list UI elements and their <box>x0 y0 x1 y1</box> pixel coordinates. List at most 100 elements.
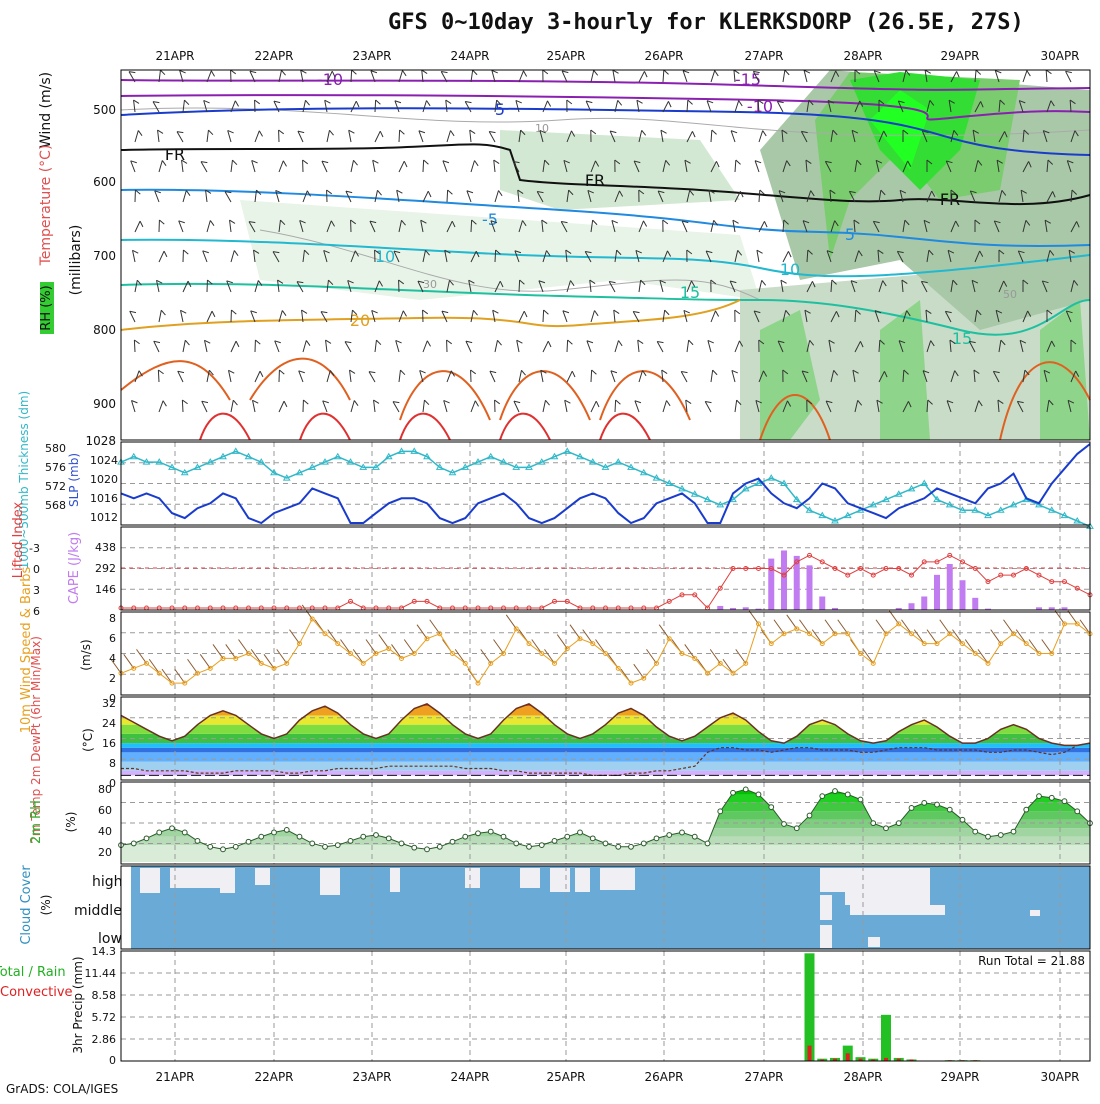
precip-convective-bar <box>846 1053 850 1061</box>
rh2m-point <box>284 828 289 833</box>
wind-barb-shaft <box>183 281 188 292</box>
wind-barb <box>135 221 145 234</box>
wind-barb-shaft <box>471 161 475 172</box>
wind-barb <box>567 340 573 352</box>
wind-barb <box>615 400 621 412</box>
wind-barb <box>609 279 619 292</box>
rh2m-point <box>820 794 825 799</box>
wind-barb <box>759 221 769 234</box>
panel1-tick: 1028 <box>85 434 116 448</box>
wind-barb-flag <box>279 370 284 374</box>
wind-barb <box>183 250 188 262</box>
wind-barb-flag <box>545 400 551 405</box>
wind-barb-shaft <box>615 400 616 412</box>
temperature-axis-label: Temperature (°C) <box>38 145 54 267</box>
wind-barb-flag <box>305 100 311 105</box>
rh2m-point <box>578 830 583 835</box>
wind-barb-shaft <box>255 371 260 382</box>
wind-barb <box>731 129 740 142</box>
wind-barb-shaft <box>303 191 307 202</box>
wind-barb-shaft <box>130 311 135 322</box>
wind-barb <box>489 129 499 142</box>
rh-band <box>121 845 1090 862</box>
wind-barb-shaft <box>1066 71 1071 82</box>
credit-label: GrADS: COLA/IGES <box>6 1082 118 1096</box>
wind-barb <box>543 310 549 322</box>
wind-barb <box>323 399 332 412</box>
wind-barb <box>471 161 479 174</box>
rh2m-point <box>1062 799 1067 804</box>
wind-barb-flag <box>303 400 308 404</box>
wind10m-barb <box>927 630 937 644</box>
wind-barb <box>395 99 404 112</box>
wind-barb-flag <box>664 70 669 74</box>
wind-barb <box>517 339 524 352</box>
wind-barb-shaft <box>757 250 759 262</box>
rh2m-point <box>629 844 634 849</box>
cloud-gap <box>320 868 340 895</box>
date-label-bottom: 21APR <box>155 1070 194 1084</box>
wind-barb-flag <box>184 100 189 105</box>
rh2m-point <box>208 844 213 849</box>
wind10m-barb <box>366 640 376 654</box>
wind-barb <box>783 70 790 83</box>
wind-barb <box>279 161 288 174</box>
wind-barb <box>663 310 670 323</box>
rh2m-point <box>412 845 417 850</box>
wind10m-barb <box>213 644 223 658</box>
wind-barb-shaft <box>298 131 303 142</box>
wind-barb <box>181 309 188 322</box>
rh2m-point <box>743 787 748 792</box>
rh2m-point <box>871 821 876 826</box>
wind10m-barb <box>379 635 389 649</box>
wind-barb <box>759 190 765 202</box>
rh2m-point <box>170 826 175 831</box>
cape-bar <box>921 596 927 610</box>
wind-barb-flag <box>329 130 335 135</box>
wind-barb <box>635 399 644 412</box>
wind-barb-shaft <box>134 100 135 112</box>
wind-barb <box>298 129 308 142</box>
cloud-cover-axis-label: Cloud Cover <box>19 865 34 945</box>
rh2m-point <box>845 792 850 797</box>
wind10m-tick: 2 <box>109 672 116 685</box>
wind-barb <box>705 399 715 412</box>
temp-tick: 32 <box>102 697 116 710</box>
wind-barb <box>255 280 263 293</box>
wind-barb <box>442 309 452 322</box>
wind-barb-shaft <box>565 400 567 412</box>
contour-label: -5 <box>482 210 498 229</box>
wind-barb-shaft <box>423 400 424 412</box>
wind-barb <box>230 219 236 232</box>
temp-tick: 24 <box>102 717 116 730</box>
wind-barb <box>131 399 139 412</box>
wind-barb-flag <box>593 70 599 75</box>
date-label-bottom: 23APR <box>352 1070 391 1084</box>
rh2m-point <box>374 833 379 838</box>
wind-barb-shaft <box>351 70 352 82</box>
wind-barb <box>253 399 260 412</box>
wind-barb-flag <box>208 130 213 135</box>
wind-barb-shaft <box>470 130 471 142</box>
rh2m-point <box>947 807 952 812</box>
rh2m-point <box>348 838 353 843</box>
wind-barb-shaft <box>201 162 207 172</box>
contour-label: FR <box>585 171 605 190</box>
wind-barb-shaft <box>159 251 164 262</box>
wind-barb <box>423 160 429 172</box>
contour-label: 5 <box>845 225 855 244</box>
wind-barb-shaft <box>663 70 664 82</box>
rh2m-tick: 60 <box>98 804 112 817</box>
wind-barb-shaft <box>153 102 159 112</box>
wind-barb-shaft <box>423 341 427 352</box>
wind-barb-shaft <box>158 130 159 142</box>
wind-barb <box>303 100 310 113</box>
cloud-level-high: high <box>92 874 123 890</box>
wind-barb-shaft <box>393 402 399 412</box>
wind-barb-flag <box>712 370 718 375</box>
rh2m-point <box>233 844 238 849</box>
wind-barb <box>373 159 380 172</box>
contour-label: -10 <box>317 70 343 89</box>
wind-barb <box>231 160 237 173</box>
contour-label: 15 <box>952 329 972 348</box>
